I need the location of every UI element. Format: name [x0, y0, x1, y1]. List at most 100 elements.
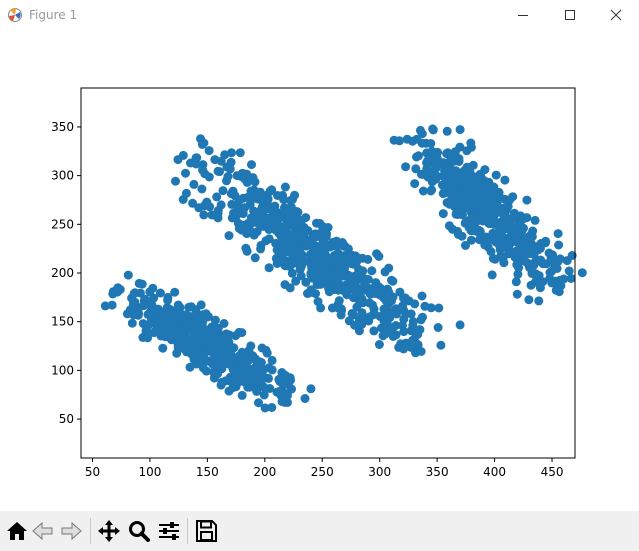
- scatter-point: [312, 218, 321, 228]
- toolbar-separator: [187, 518, 188, 544]
- scatter-point: [233, 377, 243, 387]
- scatter-point: [218, 350, 228, 359]
- scatter-point: [442, 164, 452, 174]
- minimize-button[interactable]: [500, 0, 546, 30]
- home-button[interactable]: [4, 518, 30, 544]
- scatter-point: [553, 229, 563, 239]
- scatter-point: [316, 228, 326, 238]
- scatter-point: [534, 296, 544, 306]
- scatter-point: [254, 398, 263, 408]
- maximize-button[interactable]: [547, 0, 593, 30]
- y-tick-label: 200: [51, 266, 74, 280]
- scatter-point: [314, 244, 324, 254]
- scatter-point: [223, 172, 233, 181]
- scatter-point: [181, 168, 190, 178]
- back-button[interactable]: [30, 518, 56, 544]
- scatter-plot[interactable]: 50 100 150 200 250 300 350 400 450 50 100 150 200 25…: [0, 30, 639, 511]
- scatter-point: [287, 268, 297, 278]
- scatter-point: [382, 295, 392, 305]
- scatter-point: [204, 172, 214, 182]
- scatter-point: [418, 186, 428, 196]
- x-axis: 50 100 150 200 250 300 350 400 450: [85, 458, 563, 479]
- scatter-point: [280, 261, 290, 271]
- scatter-point: [333, 303, 343, 313]
- scatter-point: [201, 309, 211, 319]
- scatter-point: [216, 200, 226, 210]
- scatter-point: [234, 223, 244, 233]
- scatter-point: [519, 243, 529, 252]
- scatter-point: [210, 315, 220, 325]
- scatter-point: [266, 202, 276, 212]
- y-tick-label: 150: [51, 315, 74, 329]
- scatter-point: [217, 377, 227, 387]
- scatter-point: [527, 232, 537, 242]
- scatter-point: [537, 258, 547, 268]
- scatter-point: [486, 247, 496, 257]
- forward-button[interactable]: [58, 518, 84, 544]
- scatter-point: [363, 254, 373, 264]
- scatter-point: [520, 213, 530, 223]
- scatter-point: [155, 288, 165, 298]
- scatter-point: [369, 326, 379, 336]
- scatter-point: [492, 198, 502, 208]
- scatter-point: [246, 341, 256, 351]
- scatter-point: [125, 305, 135, 315]
- scatter-point: [173, 300, 183, 310]
- scatter-point: [220, 150, 230, 160]
- scatter-point: [512, 289, 522, 299]
- scatter-point: [241, 243, 251, 253]
- close-button[interactable]: [593, 0, 639, 30]
- configure-subplots-button[interactable]: [156, 518, 182, 544]
- matplotlib-icon: [8, 8, 22, 22]
- x-tick-label: 50: [85, 465, 100, 479]
- scatter-point: [302, 226, 311, 236]
- scatter-point: [315, 251, 325, 261]
- scatter-point: [107, 300, 117, 310]
- scatter-point: [137, 279, 147, 289]
- scatter-point: [100, 301, 110, 311]
- scatter-point: [181, 188, 191, 198]
- scatter-point: [205, 202, 215, 212]
- y-tick-label: 50: [59, 412, 74, 426]
- scatter-point: [564, 266, 574, 276]
- scatter-point: [423, 156, 433, 166]
- scatter-point: [460, 218, 470, 228]
- data-points: [100, 124, 587, 413]
- scatter-point: [224, 231, 234, 241]
- scatter-point: [290, 227, 300, 237]
- scatter-point: [263, 194, 273, 204]
- scatter-point: [238, 168, 247, 178]
- scatter-point: [192, 153, 202, 163]
- scatter-point: [375, 312, 385, 321]
- scatter-point: [285, 283, 295, 293]
- scatter-point: [242, 177, 252, 187]
- x-tick-label: 250: [311, 465, 334, 479]
- title-bar: Figure 1: [0, 0, 639, 30]
- scatter-point: [262, 348, 272, 358]
- scatter-point: [303, 289, 312, 298]
- scatter-point: [415, 325, 425, 335]
- zoom-button[interactable]: [126, 518, 152, 544]
- scatter-point: [198, 348, 208, 357]
- scatter-point: [548, 250, 558, 260]
- scatter-point: [438, 209, 448, 219]
- scatter-point: [350, 320, 360, 330]
- scatter-point: [410, 337, 420, 347]
- scatter-point: [163, 295, 173, 305]
- scatter-point: [388, 331, 398, 341]
- scatter-point: [269, 223, 279, 233]
- scatter-point: [245, 226, 255, 236]
- scatter-point: [212, 192, 222, 202]
- scatter-point: [301, 277, 311, 287]
- scatter-point: [417, 129, 427, 139]
- scatter-point: [491, 170, 501, 180]
- scatter-point: [411, 164, 421, 174]
- scatter-point: [283, 213, 293, 223]
- scatter-point: [287, 259, 297, 269]
- scatter-point: [500, 175, 510, 185]
- scatter-point: [483, 187, 493, 197]
- scatter-point: [194, 335, 204, 345]
- scatter-point: [529, 260, 539, 270]
- pan-button[interactable]: [96, 518, 122, 544]
- save-button[interactable]: [193, 518, 219, 544]
